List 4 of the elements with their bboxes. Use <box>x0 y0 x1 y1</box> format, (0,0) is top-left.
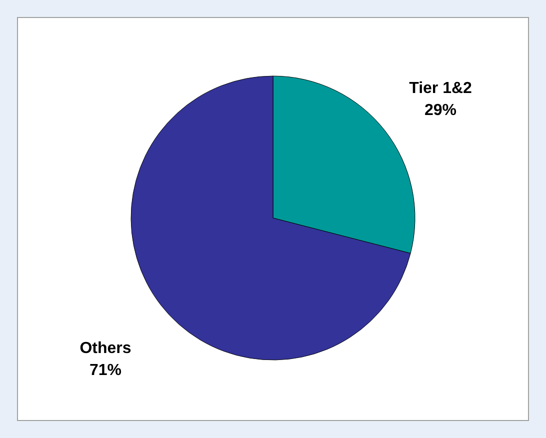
slice-label: Tier 1&2 <box>409 80 472 98</box>
slice-label: Others <box>80 340 132 357</box>
data-label: 29% <box>424 102 457 120</box>
data-label: 71% <box>89 362 122 379</box>
